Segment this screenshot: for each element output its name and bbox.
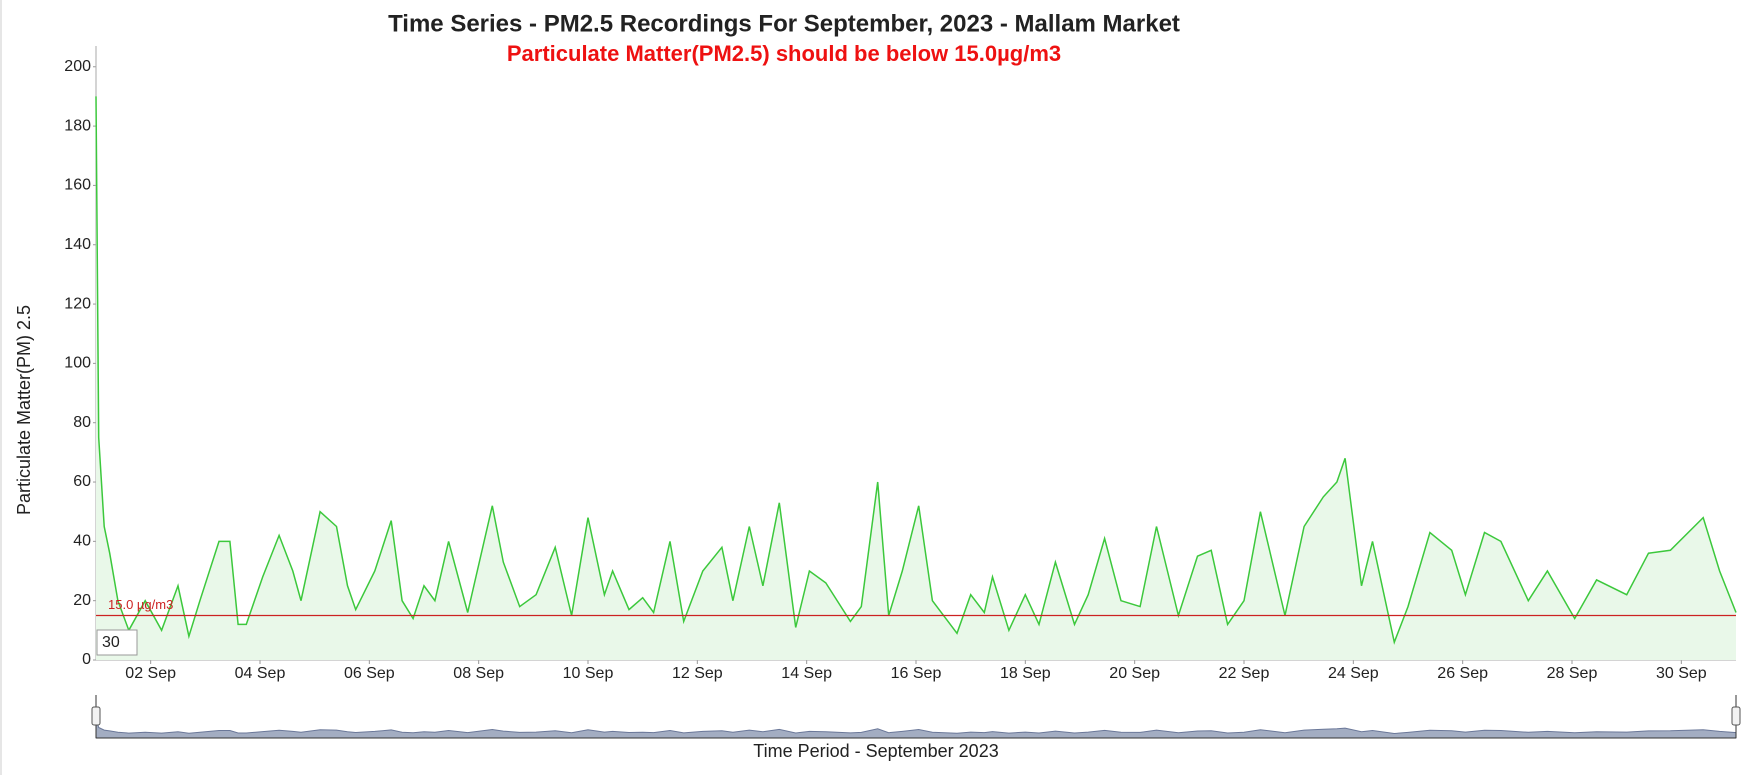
y-tick-label: 0 xyxy=(82,651,91,668)
x-tick-label: 06 Sep xyxy=(344,665,395,682)
x-tick-label: 20 Sep xyxy=(1109,665,1160,682)
y-axis-label: Particulate Matter(PM) 2.5 xyxy=(14,305,34,515)
navigator-handle[interactable] xyxy=(91,706,101,726)
y-tick-label: 100 xyxy=(64,355,91,372)
series-line xyxy=(95,96,1737,645)
x-tick-label: 18 Sep xyxy=(1000,665,1051,682)
area-fill xyxy=(96,96,1736,660)
y-tick-label: 200 xyxy=(64,58,91,75)
x-tick-label: 10 Sep xyxy=(563,665,614,682)
range-input[interactable]: 30 xyxy=(102,634,120,651)
x-tick-label: 08 Sep xyxy=(453,665,504,682)
y-tick-label: 60 xyxy=(73,473,91,490)
x-tick-label: 16 Sep xyxy=(891,665,942,682)
chart-subtitle: Particulate Matter(PM2.5) should be belo… xyxy=(507,41,1061,66)
y-tick-label: 80 xyxy=(73,414,91,431)
x-tick-label: 22 Sep xyxy=(1219,665,1270,682)
x-tick-label: 14 Sep xyxy=(781,665,832,682)
y-tick-label: 140 xyxy=(64,236,91,253)
y-tick-label: 20 xyxy=(73,592,91,609)
y-tick-label: 160 xyxy=(64,177,91,194)
threshold-label: 15.0 µg/m3 xyxy=(108,597,173,612)
x-tick-label: 26 Sep xyxy=(1437,665,1488,682)
y-tick-label: 40 xyxy=(73,533,91,550)
navigator-handle[interactable] xyxy=(1731,706,1741,726)
y-tick-label: 180 xyxy=(64,117,91,134)
x-tick-label: 28 Sep xyxy=(1547,665,1598,682)
x-tick-label: 04 Sep xyxy=(235,665,286,682)
y-tick-label: 120 xyxy=(64,295,91,312)
chart-title: Time Series - PM2.5 Recordings For Septe… xyxy=(388,10,1180,37)
range-input-box[interactable] xyxy=(96,629,138,656)
x-tick-label: 24 Sep xyxy=(1328,665,1379,682)
x-tick-label: 12 Sep xyxy=(672,665,723,682)
x-tick-label: 30 Sep xyxy=(1656,665,1707,682)
navigator-area xyxy=(95,717,1737,739)
x-axis-label: Time Period - September 2023 xyxy=(753,741,998,761)
x-tick-label: 02 Sep xyxy=(125,665,176,682)
